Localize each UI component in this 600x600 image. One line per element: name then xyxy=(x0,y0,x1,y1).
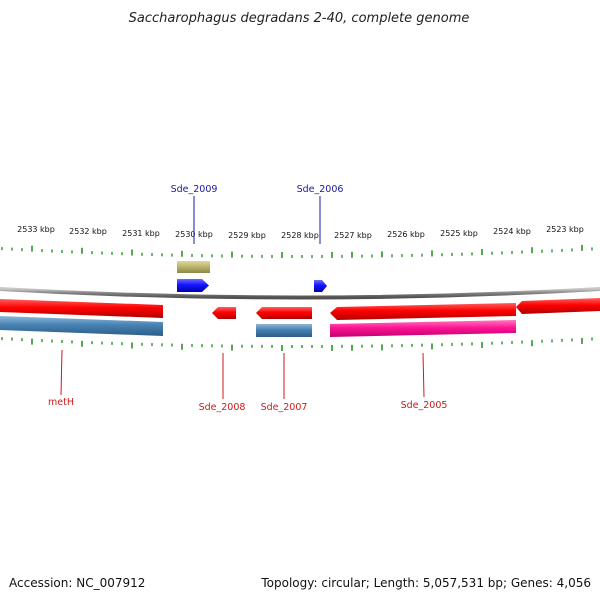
misc-feature-block[interactable] xyxy=(177,261,210,273)
label-leader-lines xyxy=(60,196,425,399)
genome-backbone xyxy=(0,287,600,300)
inner-tick-ring xyxy=(1,337,593,351)
gene-sde-2008-arrow[interactable] xyxy=(212,307,236,319)
gene-sde-2006-arrow[interactable] xyxy=(314,280,327,292)
gene-label-sde-2008[interactable]: Sde_2008 xyxy=(199,402,246,413)
map-title: Saccharophagus degradans 2-40, complete … xyxy=(129,11,470,26)
scale-labels: 2533 kbp 2532 kbp 2531 kbp 2530 kbp 2529… xyxy=(17,225,584,240)
accession-text: Accession: NC_007912 xyxy=(9,576,146,590)
gene-sde-2009-arrow[interactable] xyxy=(177,279,209,292)
leader-sde-2005 xyxy=(422,352,425,398)
scale-label: 2528 kbp xyxy=(281,231,319,240)
scale-label: 2526 kbp xyxy=(387,230,425,239)
scale-label: 2532 kbp xyxy=(69,227,107,236)
gene-meth-arrow[interactable] xyxy=(0,299,163,318)
scale-label: 2525 kbp xyxy=(440,229,478,238)
scale-label: 2523 kbp xyxy=(546,225,584,234)
pink-feature-block[interactable] xyxy=(330,320,516,337)
scale-label: 2531 kbp xyxy=(122,229,160,238)
genome-summary-text: Topology: circular; Length: 5,057,531 bp… xyxy=(261,576,591,590)
gene-right-edge-arrow[interactable] xyxy=(516,298,600,314)
leader-meth xyxy=(60,349,63,396)
gene-label-sde-2007[interactable]: Sde_2007 xyxy=(261,402,308,413)
scale-label: 2524 kbp xyxy=(493,227,531,236)
gene-label-sde-2009[interactable]: Sde_2009 xyxy=(171,184,218,195)
scale-label: 2533 kbp xyxy=(17,225,55,234)
gene-sde-2007-arrow[interactable] xyxy=(256,307,312,319)
rna-feature-middle[interactable] xyxy=(256,324,312,337)
scale-label: 2527 kbp xyxy=(334,231,372,240)
gene-label-sde-2005[interactable]: Sde_2005 xyxy=(401,400,448,411)
gene-sde-2005-arrow[interactable] xyxy=(330,303,516,320)
gene-label-meth[interactable]: metH xyxy=(48,397,74,408)
scale-label: 2529 kbp xyxy=(228,231,266,240)
rna-feature-left[interactable] xyxy=(0,316,163,336)
gene-label-sde-2006[interactable]: Sde_2006 xyxy=(297,184,344,195)
outer-tick-ring xyxy=(1,244,593,258)
